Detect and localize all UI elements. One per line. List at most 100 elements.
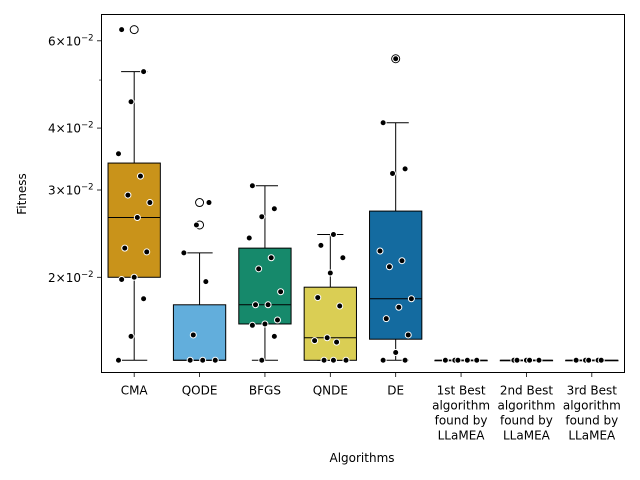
- y-tick-times: ×10: [56, 122, 81, 136]
- data-point: [252, 301, 260, 309]
- data-point: [473, 356, 481, 364]
- y-tick-exponent: −2: [81, 121, 94, 131]
- data-point: [136, 172, 144, 180]
- x-tick-label-line: algorithm: [432, 399, 490, 413]
- x-tick-label-line: QNDE: [313, 384, 348, 398]
- data-point: [133, 214, 141, 222]
- data-point: [401, 165, 409, 173]
- data-point: [192, 221, 200, 229]
- data-point: [329, 356, 337, 364]
- x-tick-label-line: 1st Best: [437, 384, 486, 398]
- data-point: [180, 249, 188, 257]
- data-point: [143, 248, 151, 256]
- data-point: [258, 213, 266, 221]
- data-point: [273, 316, 281, 324]
- data-point: [395, 303, 403, 311]
- x-tick-label: QODE: [182, 384, 218, 398]
- data-point: [118, 26, 126, 34]
- x-tick-label-line: QODE: [182, 384, 218, 398]
- data-point: [339, 254, 347, 262]
- data-point: [329, 230, 337, 238]
- x-tick-label-line: algorithm: [563, 399, 621, 413]
- plot-frame: [101, 14, 625, 373]
- box-iqr: [303, 286, 357, 361]
- x-tick-label-line: found by: [435, 414, 488, 428]
- data-point: [379, 119, 387, 127]
- x-tick-label-line: DE: [387, 384, 404, 398]
- data-point: [379, 356, 387, 364]
- x-tick-label: DE: [387, 384, 404, 398]
- data-point: [140, 295, 148, 303]
- y-tick-times: ×10: [56, 271, 81, 285]
- data-point: [389, 169, 397, 177]
- data-point: [248, 182, 256, 190]
- x-tick-label-line: BFGS: [249, 384, 281, 398]
- data-point: [314, 294, 322, 302]
- box-iqr: [107, 162, 161, 278]
- data-point: [385, 263, 393, 271]
- x-tick-label-line: LLaMEA: [438, 429, 486, 443]
- x-tick-label-line: algorithm: [497, 399, 555, 413]
- data-point: [202, 278, 210, 286]
- x-axis: CMA QODE BFGS QNDE DE 1st Best algorithm found …: [121, 372, 621, 443]
- data-point: [333, 338, 341, 346]
- x-axis-label: Algorithms: [329, 451, 394, 465]
- y-tick-exponent: −2: [81, 270, 94, 280]
- box-iqr: [238, 247, 292, 325]
- data-point: [199, 356, 207, 364]
- x-tick-label-line: 2nd Best: [500, 384, 554, 398]
- data-point: [205, 199, 213, 207]
- data-point: [270, 205, 278, 213]
- y-tick-exponent: −2: [81, 33, 94, 43]
- y-tick-times: ×10: [56, 34, 81, 48]
- y-tick-label: 3×10−2: [48, 183, 94, 198]
- data-point: [572, 356, 580, 364]
- data-point: [311, 337, 319, 345]
- box-group: [303, 230, 357, 364]
- plot-content: [107, 25, 619, 364]
- data-point: [211, 356, 219, 364]
- data-point: [441, 356, 449, 364]
- data-point: [124, 191, 132, 199]
- data-point: [186, 356, 194, 364]
- data-point: [597, 356, 605, 364]
- box-group: [238, 182, 292, 364]
- data-point: [114, 150, 122, 158]
- data-point: [261, 320, 269, 328]
- x-tick-label-line: LLaMEA: [503, 429, 551, 443]
- data-point: [454, 356, 462, 364]
- data-point: [407, 295, 415, 303]
- x-tick-label: QNDE: [313, 384, 348, 398]
- y-tick-mantissa: 2: [48, 271, 56, 285]
- x-tick-label-line: LLaMEA: [568, 429, 616, 443]
- y-tick-mantissa: 6: [48, 34, 56, 48]
- y-tick-label: 4×10−2: [48, 121, 94, 136]
- data-point: [189, 331, 197, 339]
- box-group: [107, 25, 161, 364]
- data-point: [317, 241, 325, 249]
- data-point: [121, 244, 129, 252]
- box-group: [565, 356, 619, 364]
- data-point: [270, 332, 278, 340]
- x-tick-label: 3rd Best algorithm found by LLaMEA: [563, 384, 621, 443]
- data-point: [277, 288, 285, 296]
- data-point: [376, 247, 384, 255]
- data-point: [118, 275, 126, 283]
- outlier-marker: [195, 198, 205, 208]
- y-axis-label: Fitness: [15, 173, 29, 215]
- data-point: [326, 269, 334, 277]
- data-point: [258, 356, 266, 364]
- y-axis: 2×10−23×10−24×10−26×10−2: [48, 33, 102, 285]
- box-iqr: [369, 210, 423, 340]
- y-tick-label: 2×10−2: [48, 270, 94, 285]
- data-point: [146, 199, 154, 207]
- data-point: [585, 356, 593, 364]
- data-point: [392, 55, 400, 63]
- data-point: [526, 356, 534, 364]
- data-point: [248, 321, 256, 329]
- data-point: [255, 265, 263, 273]
- data-point: [267, 254, 275, 262]
- box-group: [499, 356, 554, 364]
- x-tick-label-line: found by: [565, 414, 618, 428]
- y-tick-label: 6×10−2: [48, 33, 94, 48]
